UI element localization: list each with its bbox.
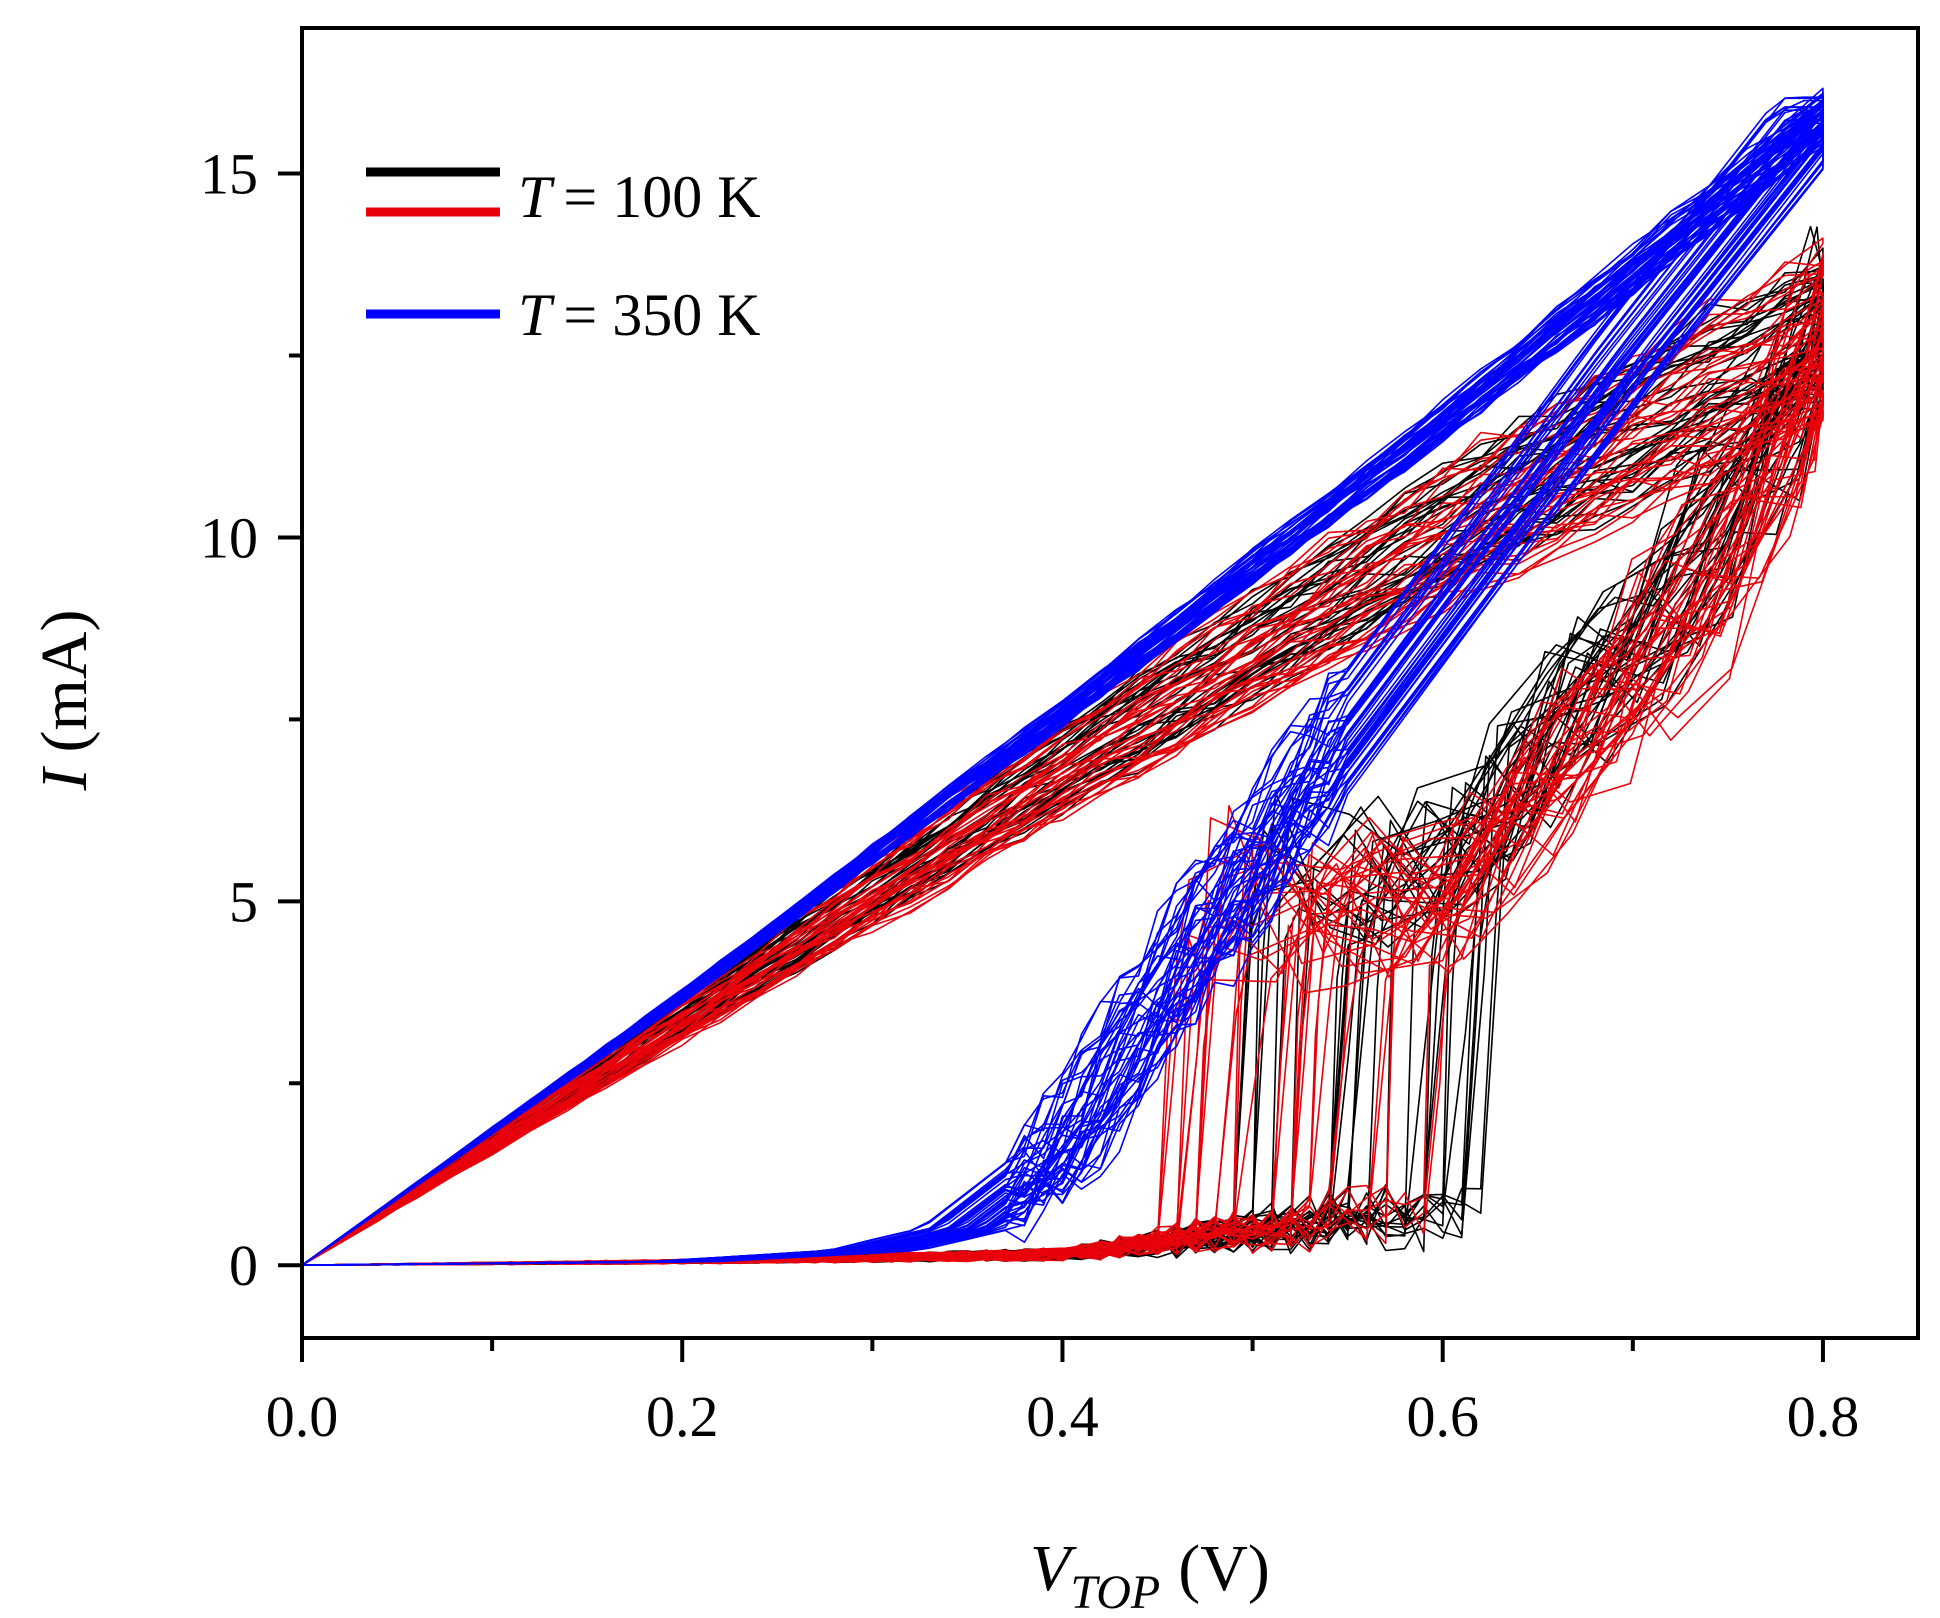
cycle-trace: [302, 122, 1824, 1266]
x-axis-title-base: V: [1030, 1532, 1077, 1605]
cycle-trace: [302, 91, 1824, 1266]
x-axis-title-unit: (V): [1178, 1532, 1270, 1605]
x-tick-label: 0.6: [1406, 1384, 1479, 1449]
cycle-trace: [302, 125, 1824, 1266]
x-tick-label: 0.4: [1026, 1384, 1099, 1449]
plot-frame: [300, 26, 1920, 1340]
series-layer: [302, 87, 1824, 1266]
x-axis-title-sub: TOP: [1070, 1566, 1160, 1613]
x-tick-label: 0.8: [1787, 1384, 1860, 1449]
cycle-trace: [302, 415, 1824, 1266]
y-axis-title-unit: (mA): [28, 610, 101, 753]
y-tick-label: 5: [229, 869, 258, 934]
cycle-trace: [302, 92, 1824, 1266]
x-tick-label: 0.2: [646, 1384, 719, 1449]
cycle-trace: [302, 408, 1824, 1266]
legend-label-350k-text: = 350 K: [563, 282, 760, 348]
legend-label-350k: T = 350 K: [518, 282, 761, 348]
legend: T = 100 K T = 350 K: [366, 164, 761, 348]
x-tick-label: 0.0: [266, 1384, 339, 1449]
cycle-trace: [302, 409, 1824, 1266]
legend-label-100k: T = 100 K: [518, 164, 761, 230]
y-axis-title-base: I: [28, 765, 101, 791]
legend-label-350k-prefix: T: [518, 282, 555, 348]
y-tick-label: 0: [229, 1233, 258, 1298]
series-group-2: [302, 87, 1824, 1266]
y-axis-title: I (mA): [28, 610, 101, 792]
y-tick-label: 15: [200, 142, 258, 207]
legend-label-100k-text: = 100 K: [563, 164, 760, 230]
y-tick-label: 10: [200, 505, 258, 570]
cycle-trace: [302, 92, 1824, 1266]
legend-label-100k-prefix: T: [518, 164, 555, 230]
x-axis-title: VTOP (V): [1030, 1532, 1270, 1613]
cycle-trace: [302, 410, 1824, 1266]
axis-ticks: 0.0 0.2 0.4 0.6 0.8 0 5 10 15: [200, 142, 1859, 1449]
cycle-trace: [302, 92, 1824, 1266]
